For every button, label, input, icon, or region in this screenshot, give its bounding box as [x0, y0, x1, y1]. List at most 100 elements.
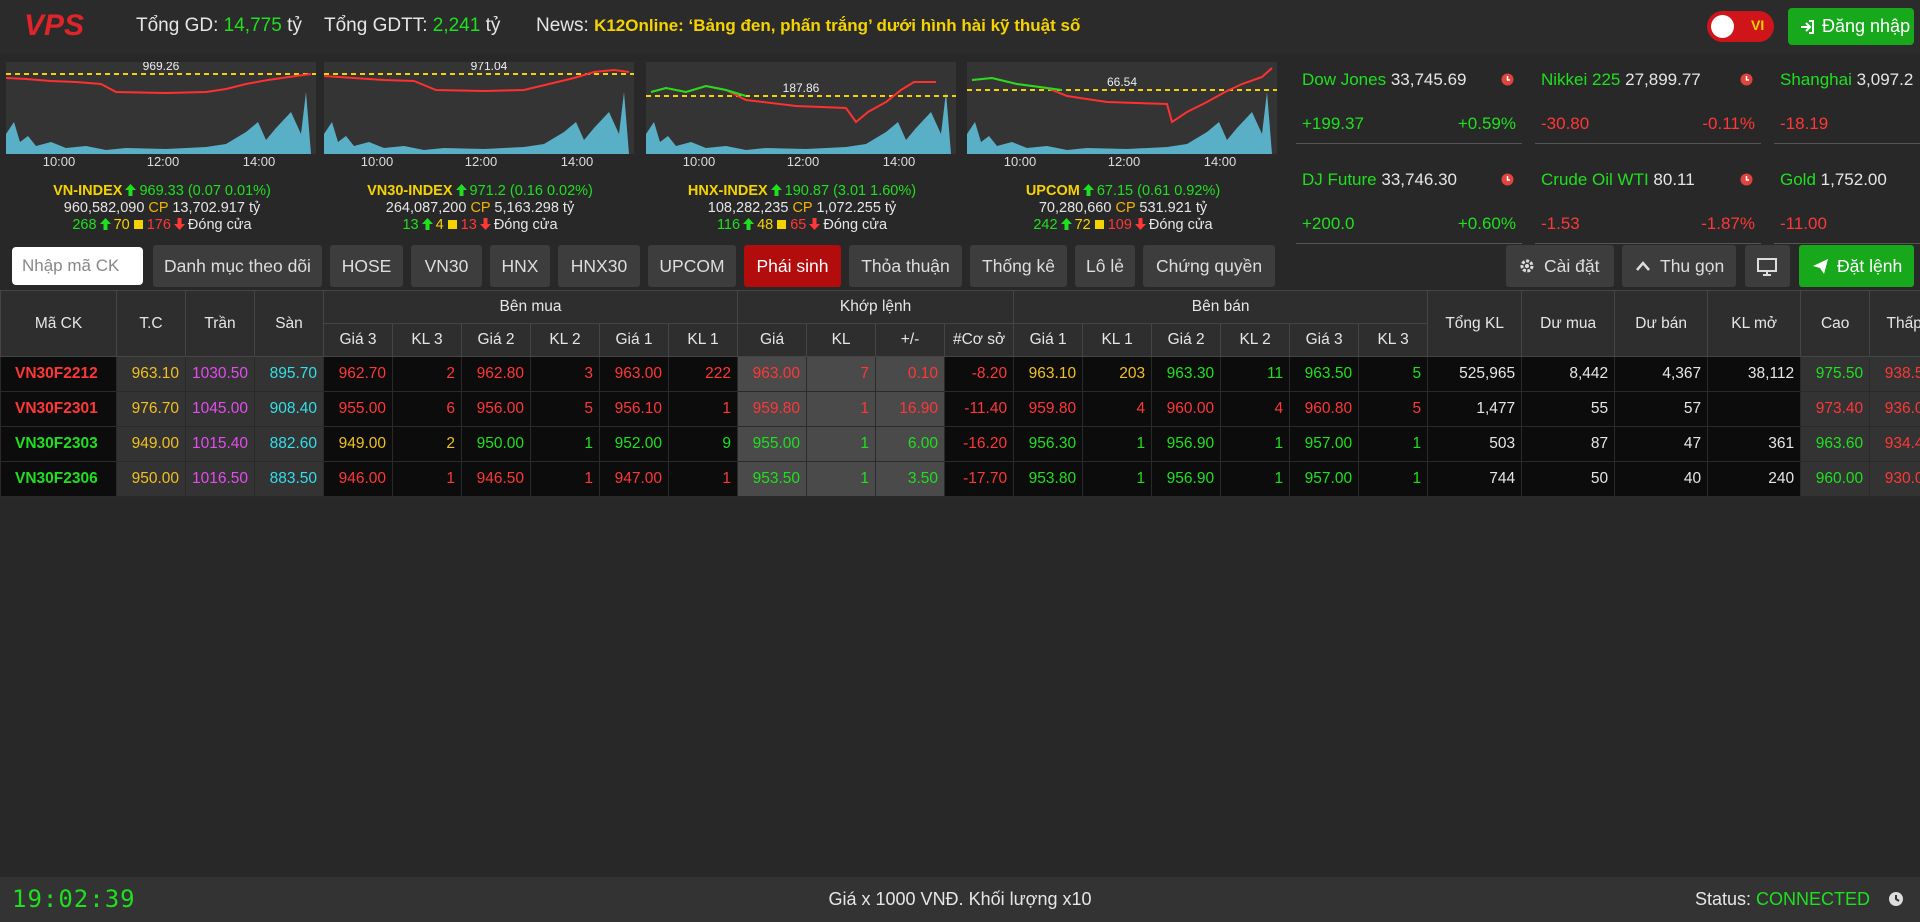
tab[interactable]: UPCOM — [648, 245, 736, 287]
tab[interactable]: Danh mục theo dõi — [153, 245, 322, 287]
symbol[interactable]: VN30F2303 — [0, 426, 117, 462]
price-line — [6, 73, 312, 95]
settings-label: Cài đặt — [1544, 256, 1600, 276]
arrow-down — [809, 218, 821, 230]
unit: tỷ — [485, 15, 501, 36]
tab[interactable]: Phái sinh — [744, 245, 841, 287]
arrow-down — [479, 218, 491, 230]
cell: 1,477 — [1427, 391, 1523, 427]
cell: 8,442 — [1521, 356, 1616, 392]
cell: 949.00 — [323, 426, 393, 462]
logo[interactable]: VPS — [24, 9, 85, 42]
world-pct: +0.60% — [1457, 214, 1516, 233]
cell: 956.00 — [461, 391, 531, 427]
arrow-down — [173, 218, 185, 230]
index-name: VN30-INDEX — [367, 183, 453, 199]
status-label: Status: — [1694, 889, 1751, 909]
icon — [479, 218, 491, 230]
cell: 5 — [1358, 356, 1429, 392]
column-header: KL 2 — [1220, 323, 1291, 357]
arrow-up — [770, 184, 782, 196]
group-header: Bên bán — [1013, 290, 1429, 324]
label: Tổng GDTT: — [324, 15, 428, 36]
volume-area — [967, 92, 1272, 154]
cell: 240 — [1707, 461, 1802, 497]
cell: 6 — [392, 391, 462, 427]
volume-unit: CP — [470, 200, 491, 216]
cell: 1 — [806, 426, 877, 462]
cell: 1 — [1082, 461, 1153, 497]
declines: 65 — [790, 217, 807, 233]
tab[interactable]: Thỏa thuận — [849, 245, 962, 287]
cell: 963.00 — [599, 356, 669, 392]
language-toggle[interactable]: VI — [1707, 11, 1774, 42]
cell: 946.50 — [461, 461, 531, 497]
cell: 1 — [1220, 461, 1291, 497]
collapse-button[interactable]: Thu gọn — [1622, 245, 1736, 287]
cell: 50 — [1521, 461, 1616, 497]
cell: 962.70 — [323, 356, 393, 392]
index-change: (3.01 1.60%) — [833, 183, 917, 199]
total-gd: Tổng GD: 14,775 tỷ — [136, 15, 302, 37]
column-header: Giá 2 — [1151, 323, 1222, 357]
news-text[interactable]: K12Online: ‘Bảng đen, phấn trắng’ dưới h… — [594, 16, 1081, 35]
cell: 959.80 — [737, 391, 808, 427]
order-button[interactable]: Đặt lệnh — [1799, 245, 1914, 287]
symbol[interactable]: VN30F2306 — [0, 461, 117, 497]
world-name: DJ Future — [1302, 170, 1377, 189]
cell: 1015.40 — [185, 426, 255, 462]
time-label: 14:00 — [882, 154, 916, 169]
history-icon[interactable] — [1888, 891, 1904, 907]
column-header: Giá 1 — [1013, 323, 1084, 357]
subheader-row: Giá 3 KL 3 Giá 2 KL 2 Giá 1 KL 1 Giá KL +/- #Cơ s… — [1, 323, 1920, 357]
ref-square — [133, 220, 143, 229]
tab[interactable]: HNX30 — [558, 245, 640, 287]
cell: 1030.50 — [185, 356, 255, 392]
world-value: 27,899.77 — [1625, 70, 1701, 89]
tab[interactable]: Lô lẻ — [1075, 245, 1135, 287]
cell: -16.20 — [944, 426, 1015, 462]
volume: 264,087,200 — [385, 200, 467, 216]
tab[interactable]: HOSE — [330, 245, 403, 287]
world-value: 80.11 — [1653, 170, 1695, 189]
tab[interactable]: VN30 — [411, 245, 482, 287]
login-button[interactable]: Đăng nhập — [1788, 8, 1914, 45]
search-input[interactable]: Nhập mã CK — [12, 247, 143, 285]
icon — [125, 184, 137, 196]
login-label: Đăng nhập — [1822, 16, 1911, 36]
icon — [1745, 176, 1749, 181]
index-breadth: 116 48 65 Đóng cửa — [646, 217, 958, 234]
clock: 19:02:39 — [12, 885, 136, 913]
unchanged: 70 — [113, 217, 130, 233]
column-header: Giá — [737, 323, 808, 357]
arrow-down — [1134, 218, 1146, 230]
cell: 203 — [1082, 356, 1153, 392]
value-unit: tỷ — [248, 200, 261, 216]
cell: 973.40 — [1800, 391, 1871, 427]
value-traded: 5,163.298 — [494, 200, 559, 216]
header: VPS Tổng GD: 14,775 tỷ Tổng GDTT: 2,241 … — [0, 0, 1920, 54]
world-title: Nikkei 225 27,899.77 — [1541, 70, 1701, 90]
symbol[interactable]: VN30F2301 — [0, 391, 117, 427]
monitor-icon — [1757, 258, 1777, 276]
monitor-button[interactable] — [1745, 245, 1790, 287]
world-index: DJ Future 33,746.30 +200.0 +0.60% — [1296, 158, 1522, 244]
symbol[interactable]: VN30F2212 — [0, 356, 117, 392]
cell: 16.90 — [875, 391, 946, 427]
tab[interactable]: Thống kê — [970, 245, 1067, 287]
time-label: 10:00 — [42, 154, 76, 169]
cell: 6.00 — [875, 426, 946, 462]
column-header: Giá 3 — [1289, 323, 1360, 357]
tab[interactable]: HNX — [490, 245, 550, 287]
icon — [1094, 220, 1104, 229]
cell: 55 — [1521, 391, 1616, 427]
unchanged: 4 — [435, 217, 444, 233]
cell: 949.00 — [116, 426, 186, 462]
column-header: Tổng KL — [1427, 290, 1523, 357]
index-summary: UPCOM 67.15 (0.61 0.92%) — [967, 183, 1279, 200]
world-title: Crude Oil WTI 80.11 — [1541, 170, 1695, 190]
tab[interactable]: Chứng quyền — [1143, 245, 1275, 287]
world-value: 33,746.30 — [1381, 170, 1458, 189]
settings-button[interactable]: Cài đặt — [1506, 245, 1614, 287]
volume: 960,582,090 — [63, 200, 145, 216]
